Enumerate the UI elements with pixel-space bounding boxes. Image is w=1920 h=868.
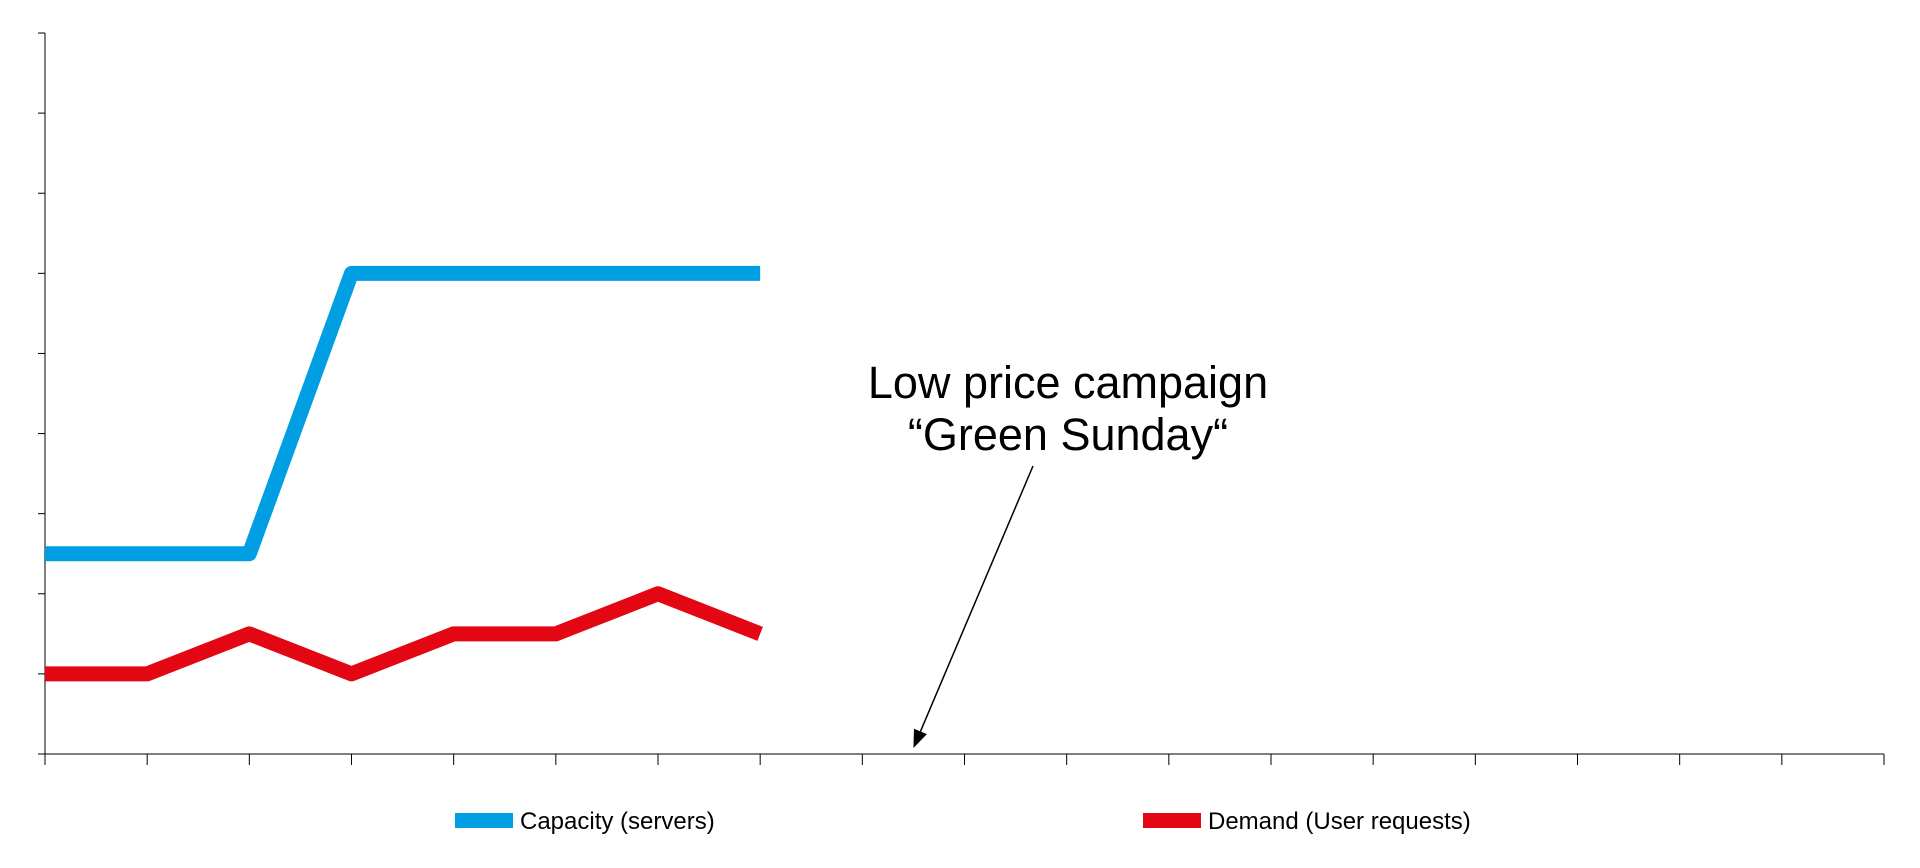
series-layer xyxy=(45,265,763,682)
legend-swatch-demand xyxy=(1143,813,1201,828)
legend-swatch-capacity xyxy=(455,813,513,828)
annotation-arrow-head xyxy=(913,728,927,748)
series-line-demand xyxy=(45,586,763,682)
legend-label-demand: Demand (User requests) xyxy=(1208,808,1471,835)
annotation: Low price campaign “Green Sunday“ xyxy=(868,357,1268,748)
annotation-line-2: “Green Sunday“ xyxy=(908,409,1228,460)
chart-axes xyxy=(38,32,1885,765)
annotation-line-1: Low price campaign xyxy=(868,357,1268,408)
legend-label-capacity: Capacity (servers) xyxy=(520,808,715,835)
series-line-capacity xyxy=(45,265,761,562)
annotation-arrow xyxy=(919,465,1034,732)
legend: Capacity (servers) Demand (User requests… xyxy=(455,808,1471,835)
